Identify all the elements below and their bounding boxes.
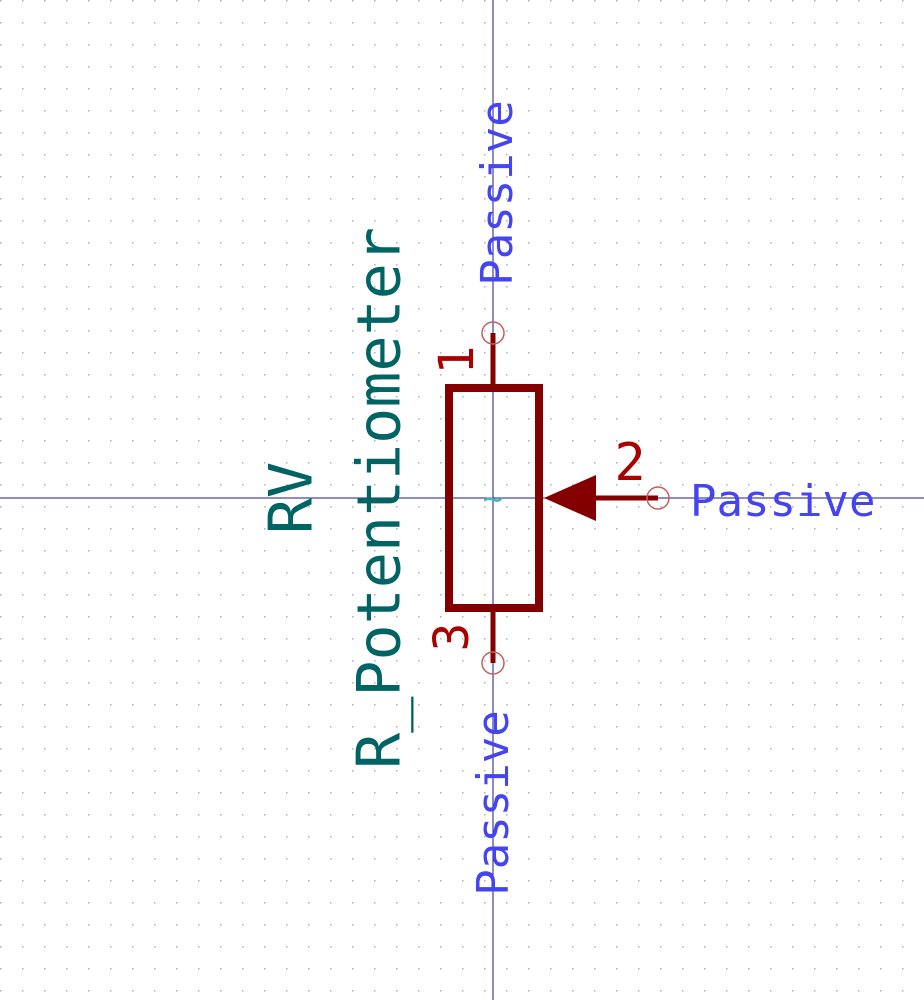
reference-field[interactable]: RV [257,462,327,534]
pin-1-type-label: Passive [472,100,523,285]
resistor-body[interactable] [445,384,543,612]
pin-1-end[interactable] [481,321,505,345]
pin-3-number: 3 [424,623,480,652]
pin-3-type-label: Passive [468,710,519,895]
value-field[interactable]: R_Potentiometer [345,227,415,769]
pin-1-number: 1 [429,346,485,375]
pin-3-end[interactable] [481,651,505,675]
wiper-arrow [544,475,596,521]
pin-2-number: 2 [614,433,645,493]
pin-2-type-label: Passive [690,476,875,527]
pin-2-end[interactable] [646,486,670,510]
body-center-glyph: ~ [483,479,503,519]
